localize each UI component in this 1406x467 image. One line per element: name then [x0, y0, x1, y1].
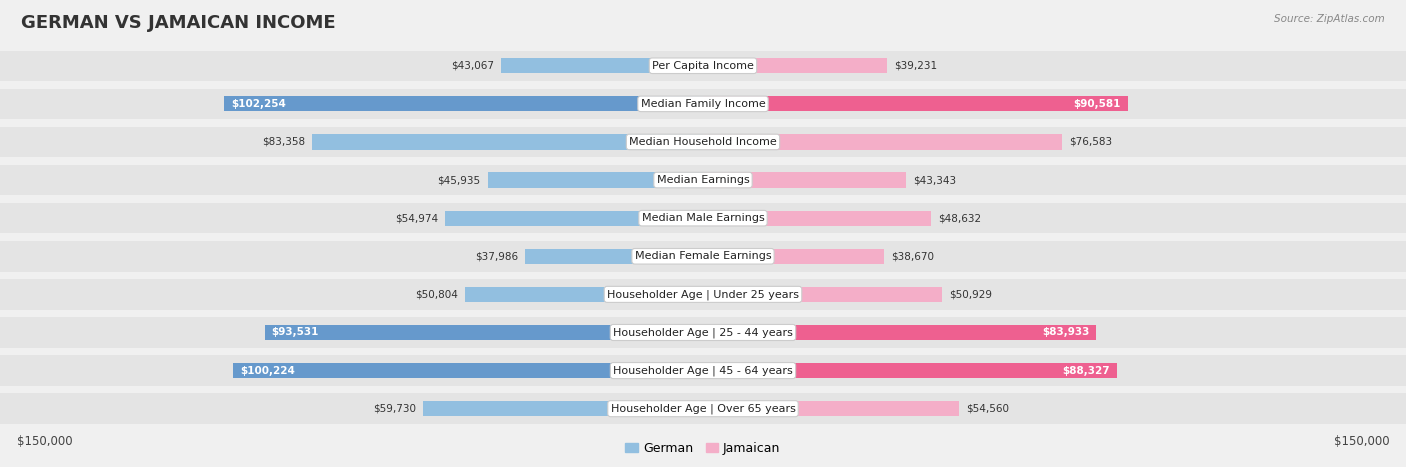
Text: $100,224: $100,224 — [240, 366, 295, 375]
Bar — [703, 58, 887, 73]
Text: $39,231: $39,231 — [894, 61, 936, 71]
Text: $50,929: $50,929 — [949, 290, 991, 299]
Text: Householder Age | 25 - 44 years: Householder Age | 25 - 44 years — [613, 327, 793, 338]
Text: Median Male Earnings: Median Male Earnings — [641, 213, 765, 223]
Text: $38,670: $38,670 — [891, 251, 934, 261]
Bar — [703, 363, 1116, 378]
Bar — [703, 287, 942, 302]
Text: $93,531: $93,531 — [271, 327, 319, 338]
Bar — [0, 393, 1406, 424]
Bar — [0, 355, 1406, 386]
Bar — [703, 96, 1128, 112]
Text: $150,000: $150,000 — [1333, 435, 1389, 448]
Bar — [703, 401, 959, 416]
Legend: German, Jamaican: German, Jamaican — [620, 437, 786, 460]
Text: Householder Age | Under 25 years: Householder Age | Under 25 years — [607, 289, 799, 300]
Text: $76,583: $76,583 — [1069, 137, 1112, 147]
Text: $102,254: $102,254 — [231, 99, 285, 109]
Bar — [488, 172, 703, 188]
Text: Per Capita Income: Per Capita Income — [652, 61, 754, 71]
Text: $43,067: $43,067 — [451, 61, 494, 71]
Bar — [224, 96, 703, 112]
Bar — [446, 211, 703, 226]
Text: $59,730: $59,730 — [373, 403, 416, 414]
Bar — [0, 317, 1406, 348]
Text: $50,804: $50,804 — [415, 290, 458, 299]
Bar — [0, 165, 1406, 195]
Bar — [703, 248, 884, 264]
Text: $83,933: $83,933 — [1042, 327, 1090, 338]
Text: $54,560: $54,560 — [966, 403, 1008, 414]
Bar — [0, 89, 1406, 119]
Bar — [0, 279, 1406, 310]
Bar — [264, 325, 703, 340]
Bar — [501, 58, 703, 73]
Text: Median Female Earnings: Median Female Earnings — [634, 251, 772, 261]
Text: $83,358: $83,358 — [262, 137, 305, 147]
Bar — [312, 134, 703, 149]
Bar — [0, 127, 1406, 157]
Text: GERMAN VS JAMAICAN INCOME: GERMAN VS JAMAICAN INCOME — [21, 14, 336, 32]
Text: $45,935: $45,935 — [437, 175, 481, 185]
Text: $150,000: $150,000 — [17, 435, 73, 448]
Bar — [0, 241, 1406, 271]
Bar — [465, 287, 703, 302]
Bar — [423, 401, 703, 416]
Text: $37,986: $37,986 — [475, 251, 517, 261]
Bar — [703, 211, 931, 226]
Bar — [703, 172, 905, 188]
Bar — [0, 50, 1406, 81]
Bar — [233, 363, 703, 378]
Text: Source: ZipAtlas.com: Source: ZipAtlas.com — [1274, 14, 1385, 24]
Text: $54,974: $54,974 — [395, 213, 439, 223]
Text: Householder Age | Over 65 years: Householder Age | Over 65 years — [610, 403, 796, 414]
Text: $43,343: $43,343 — [912, 175, 956, 185]
Bar — [703, 134, 1062, 149]
Text: $90,581: $90,581 — [1073, 99, 1121, 109]
Text: Median Family Income: Median Family Income — [641, 99, 765, 109]
Bar — [524, 248, 703, 264]
Text: Householder Age | 45 - 64 years: Householder Age | 45 - 64 years — [613, 365, 793, 376]
Bar — [0, 203, 1406, 234]
Text: Median Earnings: Median Earnings — [657, 175, 749, 185]
Text: Median Household Income: Median Household Income — [628, 137, 778, 147]
Text: $48,632: $48,632 — [938, 213, 981, 223]
Bar — [703, 325, 1097, 340]
Text: $88,327: $88,327 — [1063, 366, 1109, 375]
